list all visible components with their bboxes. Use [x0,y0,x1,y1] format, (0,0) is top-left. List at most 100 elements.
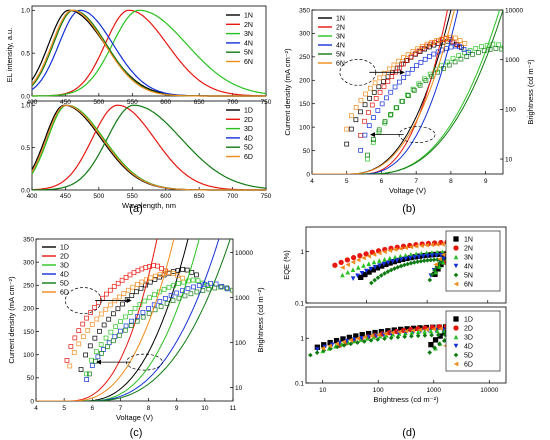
eqe-point-4n [403,256,409,262]
brightness-point-3d [147,295,152,301]
eqe-point-6n [440,241,445,247]
brightness-point-2n [373,96,379,101]
j-curve-1n [312,10,452,174]
eqe-point-6n [340,265,345,270]
legend-marker-5d [453,352,459,358]
legend-label-6n: 6N [464,282,473,289]
y-tick-label-c: 50 [27,375,35,382]
brightness-point-4d [146,306,151,311]
y-tick-label-b: 150 [299,101,310,108]
eqe-point-4n [412,255,417,260]
eqe-point-6d [341,339,346,345]
brightness-point-6n [415,46,420,52]
brightness-point-3n [365,156,370,162]
y-tick-label-c: 0 [30,398,34,405]
eqe-point-5d [341,342,347,348]
legend-marker-1d [453,316,459,322]
brightness-point-4n [392,84,398,90]
brightness-point-3n [473,46,479,51]
eqe-point-3n [437,264,442,269]
brightness-point-2d [111,284,117,289]
brightness-point-6d [85,327,91,333]
series-line-6n [31,9,266,97]
brightness-point-1d [134,289,139,295]
y-axis-label-b: Current density (mA cm⁻²) [283,48,292,136]
y-tick-label-c: 100 [23,352,34,359]
brightness-point-1n [362,102,368,108]
y-tick-label-b: 200 [299,78,310,85]
eqe-point-3n [350,267,356,272]
brightness-point-5d [87,371,92,377]
brightness-point-4d [157,299,163,304]
eqe-point-5n [429,272,435,277]
eqe-point-3n [408,252,414,257]
legend-marker-3n [453,254,459,260]
brightness-point-2n [362,118,367,124]
j-curve-6n [312,10,455,174]
panel-a-group: 400 450 500 550 600 650 700 750 0.0 0.5 1.0 1N 2N 3N 4… [5,5,272,210]
y-tick-label-a-top: 1.0 [21,8,30,15]
brightness-point-6d [76,341,82,347]
brightness-point-6n [410,49,416,54]
brightness-point-2n [408,54,414,60]
legend-marker-4d [453,343,459,349]
brightness-point-1n [367,95,372,101]
brightness-point-5n [499,46,503,52]
brightness-point-5n [423,78,429,83]
eqe-point-5n [434,264,440,269]
legend-label-3n: 3N [244,31,253,38]
y2-axis-label-b: Brightness (cd m⁻²) [526,59,535,125]
brightness-point-6n [457,38,463,43]
eqe-point-3n [433,269,438,275]
brightness-point-4d [219,283,225,289]
brightness-point-2n [385,79,391,84]
eqe-point-5d [395,334,401,340]
eqe-point-3n [361,263,366,268]
eqe-point-5n [428,257,434,263]
eqe-point-5d [382,336,387,341]
brightness-point-1d [110,311,116,317]
brightness-point-6n [405,52,411,57]
eqe-point-5d [314,350,320,355]
brightness-point-2n [358,132,363,138]
y-tick-label-b: 250 [299,54,310,61]
brightness-point-1d [101,322,107,328]
brightness-point-1n [371,89,377,95]
brightness-point-5d [99,351,104,356]
y2-tick-label-c: 100 [235,340,246,347]
x-tick-label-d-bottom: 100 [373,387,384,394]
brightness-point-6n [367,85,373,91]
brightness-point-5n [476,50,481,55]
brightness-point-5d [128,323,134,328]
y-tick-label-c: 200 [23,306,34,313]
x-tick-label-c: 8 [147,405,151,412]
brightness-point-5n [511,52,515,56]
legend-marker-2n [453,245,459,251]
eqe-point-6d [327,343,332,349]
brightness-point-2n [369,102,375,108]
arrow-right-head-c [126,298,132,304]
brightness-point-4d [84,377,90,382]
y-tick-label-b: 100 [299,124,310,131]
legend-marker-5n [453,272,459,278]
y-tick-label-a-bottom: 1.0 [21,103,30,110]
brightness-point-5n [406,93,411,98]
brightness-point-5n [458,56,464,62]
x-tick-label-a-bottom: 750 [261,193,272,200]
y-tick-label-d-top: 0.1 [295,300,304,307]
eqe-point-3n [340,272,345,278]
eqe-point-5d [432,345,437,351]
eqe-point-5n [431,257,437,263]
legend-label-3d: 3D [244,126,253,133]
brightness-point-6d [157,272,163,278]
brightness-point-2n [366,110,371,115]
eqe-point-3d [390,332,396,337]
eqe-point-4n [377,263,382,268]
eqe-point-3n [398,253,403,259]
eqe-point-5d [321,348,327,353]
eqe-point-5n [378,273,384,278]
brightness-point-5d [200,288,206,293]
y2-tick-label-b: 100 [505,107,516,114]
legend-label-5n: 5N [244,50,253,57]
x-tick-label-b: 7 [414,178,418,185]
